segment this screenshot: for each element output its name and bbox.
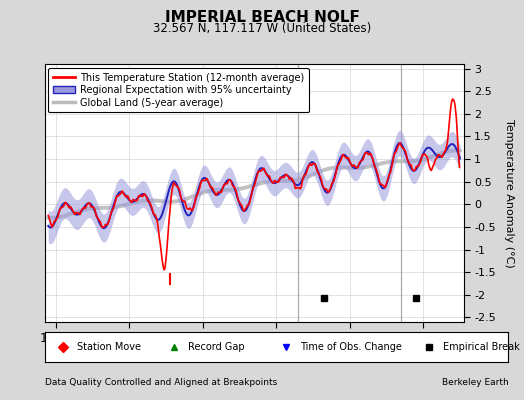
Text: Record Gap: Record Gap [188,342,245,352]
Text: Berkeley Earth: Berkeley Earth [442,378,508,387]
Text: Empirical Break: Empirical Break [443,342,520,352]
Y-axis label: Temperature Anomaly (°C): Temperature Anomaly (°C) [504,119,514,267]
Text: Station Move: Station Move [77,342,141,352]
Legend: This Temperature Station (12-month average), Regional Expectation with 95% uncer: This Temperature Station (12-month avera… [48,68,309,112]
Text: IMPERIAL BEACH NOLF: IMPERIAL BEACH NOLF [165,10,359,25]
Text: Time of Obs. Change: Time of Obs. Change [300,342,401,352]
Text: 32.567 N, 117.117 W (United States): 32.567 N, 117.117 W (United States) [153,22,371,35]
Text: Data Quality Controlled and Aligned at Breakpoints: Data Quality Controlled and Aligned at B… [45,378,277,387]
